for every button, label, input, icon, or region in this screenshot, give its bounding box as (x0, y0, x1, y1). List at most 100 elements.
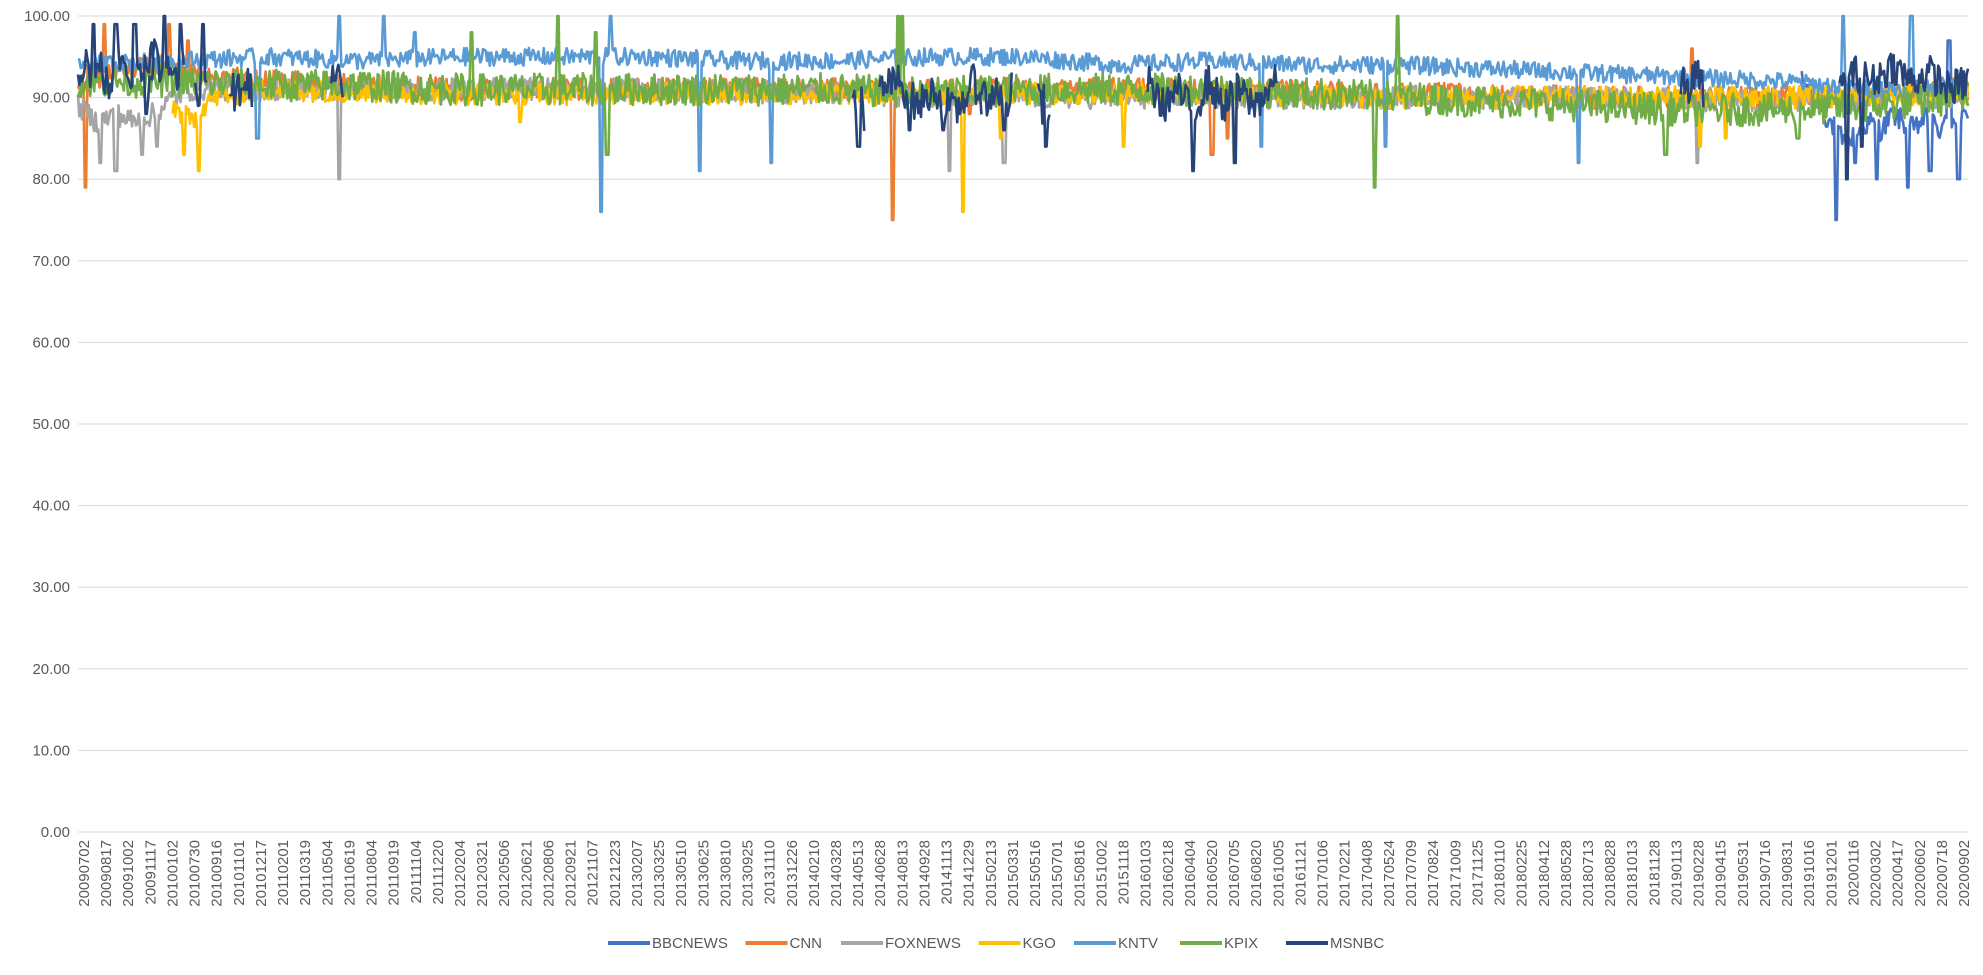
legend-label: CNN (790, 935, 823, 952)
x-tick-label: 20190531 (1735, 840, 1752, 907)
series-line-msnbc (141, 14, 186, 91)
x-tick-label: 20111220 (430, 840, 447, 905)
series-line-msnbc (851, 86, 866, 148)
x-tick-label: 20160705 (1226, 840, 1243, 907)
x-tick-label: 20110201 (275, 840, 292, 906)
x-tick-label: 20160218 (1160, 840, 1177, 907)
series-line-bbcnews (1800, 39, 1970, 222)
x-tick-label: 20200302 (1868, 840, 1885, 907)
x-tick-label: 20160820 (1248, 840, 1265, 907)
x-tick-label: 20110804 (364, 840, 381, 906)
legend-label: MSNBC (1330, 935, 1384, 952)
x-tick-label: 20160520 (1204, 840, 1221, 907)
x-tick-label: 20200602 (1912, 840, 1929, 907)
x-tick-label: 20181128 (1646, 840, 1663, 906)
series-msnbc (76, 14, 1970, 181)
x-tick-label: 20120321 (474, 840, 491, 907)
x-tick-label: 20200116 (1845, 840, 1862, 906)
x-tick-label: 20150213 (983, 840, 1000, 907)
x-tick-label: 20150516 (1027, 840, 1044, 907)
y-tick-label: 60.00 (32, 334, 70, 351)
x-tick-label: 20090817 (98, 840, 115, 907)
x-tick-label: 20130207 (629, 840, 646, 907)
legend-item: KGO (978, 935, 1056, 952)
series-line-msnbc (330, 63, 344, 98)
x-tick-label: 20111104 (408, 840, 425, 903)
x-tick-label: 20151118 (1116, 840, 1133, 905)
x-tick-label: 20110619 (341, 840, 358, 906)
legend-item: MSNBC (1286, 935, 1384, 952)
x-tick-label: 20161121 (1292, 840, 1309, 906)
x-tick-label: 20091002 (120, 840, 137, 907)
legend: BBCNEWS CNN FOXNEWS KGO KNTV KPIX MSNBC (608, 935, 1384, 952)
x-tick-label: 20170221 (1337, 840, 1354, 907)
series-kntv (77, 14, 1970, 214)
x-tick-label: 20131110 (762, 840, 779, 905)
x-tick-label: 20170408 (1359, 840, 1376, 907)
x-tick-label: 20140628 (872, 840, 889, 907)
x-tick-label: 20161005 (1270, 840, 1287, 907)
x-tick-label: 20110919 (386, 840, 403, 906)
y-tick-label: 0.00 (41, 824, 70, 841)
legend-item: FOXNEWS (841, 935, 961, 952)
y-axis: 0.00 10.00 20.00 30.00 40.00 50.00 60.00 70.00 8… (24, 8, 70, 841)
x-tick-label: 20130925 (740, 840, 757, 907)
x-tick-label: 20091117 (142, 840, 159, 905)
x-tick-label: 20160404 (1182, 840, 1199, 907)
y-tick-label: 80.00 (32, 171, 70, 188)
grid-lines (78, 15, 1968, 833)
x-tick-label: 20090702 (76, 840, 93, 907)
x-tick-label: 20140928 (916, 840, 933, 907)
x-tick-label: 20180713 (1580, 840, 1597, 907)
x-tick-label: 20170709 (1403, 840, 1420, 907)
y-tick-label: 100.00 (24, 8, 70, 25)
x-tick-label: 20191201 (1823, 840, 1840, 907)
x-tick-label: 20180225 (1514, 840, 1531, 907)
series-line-msnbc (228, 67, 254, 112)
x-tick-label: 20141229 (961, 840, 978, 907)
x-tick-label: 20100730 (187, 840, 204, 907)
x-tick-label: 20171009 (1447, 840, 1464, 907)
x-tick-label: 20191016 (1801, 840, 1818, 907)
x-tick-label: 20190415 (1713, 840, 1730, 907)
x-tick-label: 20120506 (496, 840, 513, 907)
legend-label: BBCNEWS (652, 935, 728, 952)
x-tick-label: 20180110 (1492, 840, 1509, 906)
x-tick-label: 20180528 (1558, 840, 1575, 907)
series-lines (76, 14, 1970, 222)
legend-label: FOXNEWS (885, 935, 961, 952)
x-tick-label: 20120806 (540, 840, 557, 907)
x-tick-label: 20171125 (1469, 840, 1486, 906)
series-kpix (76, 14, 1970, 189)
x-tick-label: 20180828 (1602, 840, 1619, 907)
legend-label: KGO (1023, 935, 1056, 952)
y-tick-label: 20.00 (32, 661, 70, 678)
y-tick-label: 10.00 (32, 742, 70, 759)
x-tick-label: 20160103 (1138, 840, 1155, 907)
series-line-kntv (77, 14, 1970, 214)
x-tick-label: 20180412 (1536, 840, 1553, 907)
x-tick-label: 20131226 (784, 840, 801, 907)
legend-label: KNTV (1118, 935, 1158, 952)
x-tick-label: 20190228 (1691, 840, 1708, 907)
x-tick-label: 20120204 (452, 840, 469, 907)
x-tick-label: 20200718 (1934, 840, 1951, 907)
x-tick-label: 20130325 (651, 840, 668, 907)
x-tick-label: 20110319 (297, 840, 314, 906)
x-tick-label: 20190716 (1757, 840, 1774, 907)
series-line-msnbc (878, 63, 983, 132)
legend-item: KPIX (1180, 935, 1258, 952)
x-tick-label: 20121223 (607, 840, 624, 907)
x-tick-label: 20150331 (1005, 840, 1022, 907)
series-line-msnbc (1036, 83, 1051, 148)
x-tick-label: 20100916 (209, 840, 226, 907)
series-line-msnbc (1679, 59, 1705, 108)
x-tick-label: 20151002 (1093, 840, 1110, 907)
series-line-kgo (171, 79, 1970, 214)
series-line-msnbc (193, 22, 208, 108)
x-tick-label: 20140513 (850, 840, 867, 907)
series-line-kpix (76, 14, 1970, 189)
series-line-msnbc (1146, 64, 1278, 173)
